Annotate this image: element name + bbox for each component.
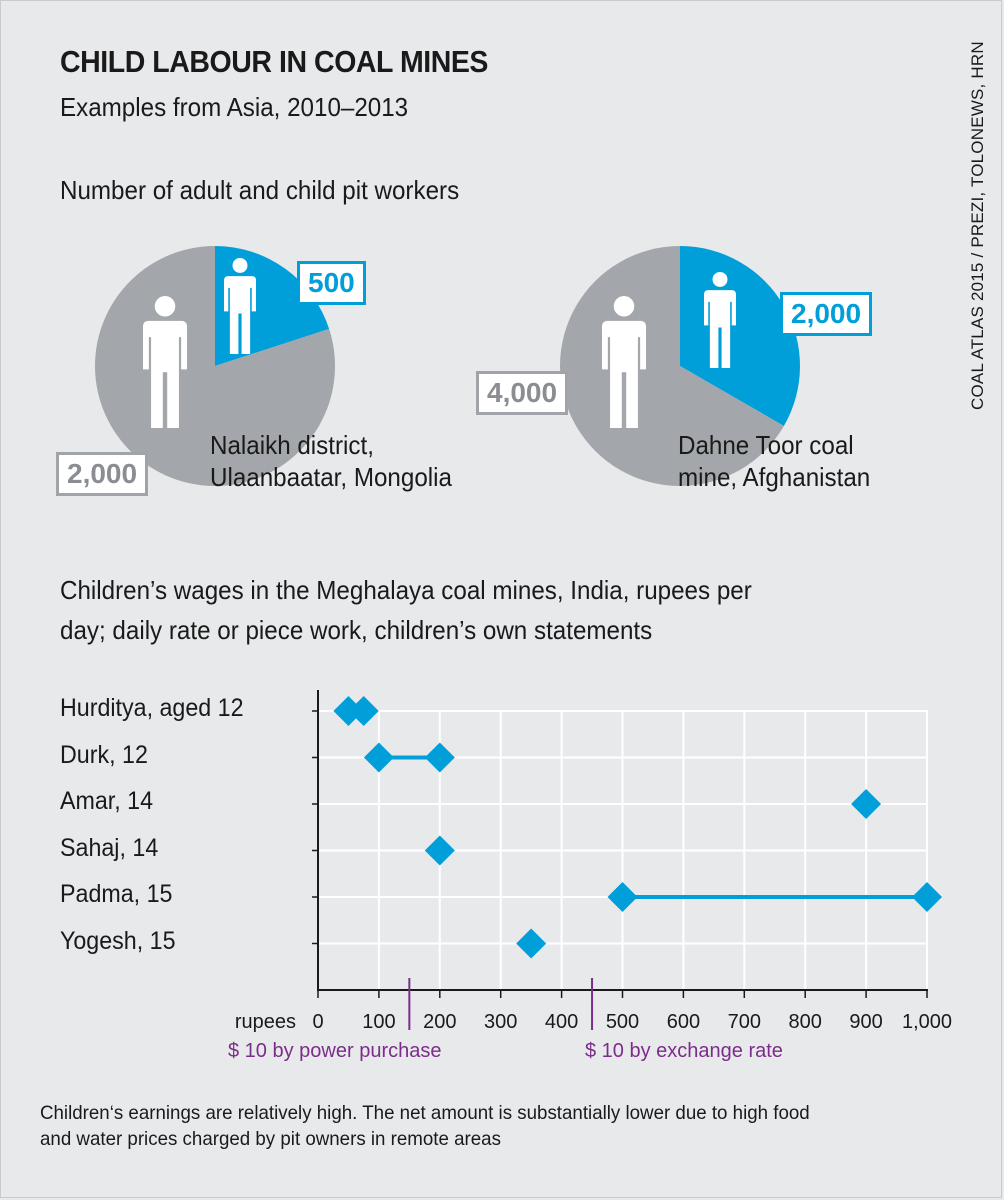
person-label: Hurditya, aged 12 [60, 694, 244, 722]
wage-marker [607, 882, 638, 912]
pie1-adult-person-icon [143, 296, 187, 428]
x-tick-label: 400 [545, 1011, 578, 1033]
x-tick-label: 800 [789, 1011, 822, 1033]
person-label: Durk, 12 [60, 740, 148, 769]
pie1-location-line2: Ulaanbaatar, Mongolia [210, 461, 452, 492]
x-axis-label: rupees [235, 1011, 296, 1033]
pie1-child-person-icon [224, 258, 256, 354]
x-tick-label: 1,000 [902, 1011, 952, 1033]
pie1-child-value: 500 [297, 261, 366, 305]
footnote: Children‘s earnings are relatively high.… [40, 1100, 933, 1153]
wage-marker [516, 928, 547, 959]
pie1-adult-value: 2,000 [56, 452, 149, 496]
pie1-location: Nalaikh district, Ulaanbaatar, Mongolia [210, 430, 452, 493]
chart-title: CHILD LABOUR IN COAL MINES [60, 44, 488, 79]
person-label: Sahaj, 14 [60, 833, 159, 862]
wage-dot-plot: 0 100 200 300 400 500 600 700 800 900 1,000 $ 10 b… [228, 690, 952, 1062]
pie2-child-value: 2,000 [780, 292, 873, 336]
x-tick-label: 600 [667, 1011, 700, 1033]
pie-charts [94, 246, 800, 487]
x-tick-label: 700 [728, 1011, 761, 1033]
x-tick-label: 200 [423, 1011, 456, 1033]
wage-marker [424, 742, 455, 773]
pie1-location-line1: Nalaikh district, [210, 430, 374, 460]
pie2-adult-person-icon [602, 296, 646, 428]
pie2-adult-value: 4,000 [476, 371, 569, 415]
pie2-location-line1: Dahne Toor coal [678, 430, 854, 460]
wage-marker [348, 696, 379, 726]
x-tick-label: 0 [312, 1011, 323, 1033]
pie-chart-afghanistan [560, 246, 800, 486]
pie-chart-mongolia [94, 246, 335, 487]
wage-marker [363, 742, 394, 773]
reference-label: $ 10 by exchange rate [585, 1040, 783, 1062]
x-tick-label: 500 [606, 1011, 639, 1033]
person-label: Yogesh, 15 [60, 926, 176, 955]
pie2-child-person-icon [704, 272, 736, 368]
person-label: Amar, 14 [60, 787, 154, 815]
footnote-line1: Children‘s earnings are relatively high.… [40, 1102, 810, 1124]
reference-label: $ 10 by power purchase [228, 1040, 441, 1062]
x-tick-label: 900 [849, 1011, 882, 1033]
wage-marker [333, 696, 364, 726]
wage-marker [851, 789, 882, 819]
footnote-line2: and water prices charged by pit owners i… [40, 1128, 501, 1151]
x-tick-label: 100 [362, 1011, 395, 1033]
pie-section-title: Number of adult and child pit workers [60, 175, 460, 205]
chart-subtitle: Examples from Asia, 2010–2013 [60, 92, 409, 122]
person-label: Padma, 15 [60, 880, 173, 908]
pie2-location-line2: mine, Afghanistan [678, 461, 871, 492]
x-tick-label: 300 [484, 1011, 517, 1033]
wage-marker [424, 835, 455, 866]
wage-section-title-line2: day; daily rate or piece work, children’… [60, 615, 653, 645]
wage-section-title-line1: Children’s wages in the Meghalaya coal m… [60, 575, 752, 605]
wage-marker [912, 882, 942, 912]
pie2-location: Dahne Toor coal mine, Afghanistan [678, 430, 870, 493]
